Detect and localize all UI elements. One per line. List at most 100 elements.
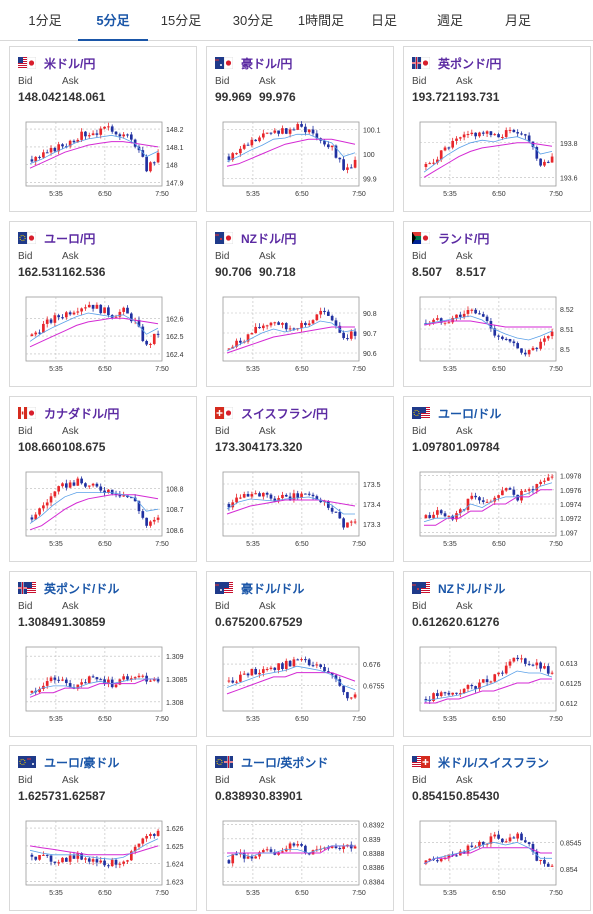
- bid-value: 99.969: [215, 90, 252, 104]
- tab-5[interactable]: 日足: [370, 13, 397, 28]
- candle-body: [231, 502, 235, 508]
- candle-body: [61, 483, 64, 487]
- candle-body: [323, 667, 326, 672]
- candle-body: [497, 672, 500, 675]
- candle-body: [535, 851, 539, 861]
- rate-card[interactable]: ユーロ/英ポンド Bid Ask 0.83893 0.83901 0.8392 0.839 0…: [206, 745, 394, 911]
- pair-name[interactable]: NZドル/円: [241, 231, 297, 246]
- mini-candlestick-chart[interactable]: 8.52 8.51 8.5 5:35 6:50 7:50: [412, 293, 584, 383]
- rate-card[interactable]: ユーロ/豪ドル Bid Ask 1.62573 1.62587 1.626 1.625 1.6…: [9, 745, 197, 911]
- rate-card[interactable]: 米ドル/円 Bid Ask 148.042 148.061 148.2 148.1 148 14…: [9, 46, 197, 212]
- mini-candlestick-chart[interactable]: 0.613 0.6125 0.612 5:35 6:50 7:50: [412, 643, 584, 733]
- tab-7[interactable]: 月足: [504, 13, 531, 28]
- candle-body: [122, 134, 126, 137]
- rate-card[interactable]: 米ドル/スイスフラン Bid Ask 0.85415 0.85430 0.8545 0.85…: [403, 745, 591, 911]
- mini-candlestick-chart[interactable]: 1.309 1.3085 1.308 5:35 6:50 7:50: [18, 643, 190, 733]
- rate-card[interactable]: カナダドル/円 Bid Ask 108.660 108.675 108.8 108.7 108…: [9, 396, 197, 562]
- pair-name[interactable]: ユーロ/円: [44, 231, 96, 246]
- tab-1[interactable]: 5分足: [78, 0, 148, 41]
- tab-6[interactable]: 週足: [436, 13, 463, 28]
- rate-card[interactable]: NZドル/ドル Bid Ask 0.61262 0.61276 0.613 0.6125 0.…: [403, 571, 591, 737]
- pair-header[interactable]: ユーロ/円: [18, 229, 95, 247]
- candle-body: [543, 480, 546, 482]
- pair-name[interactable]: スイスフラン/円: [241, 406, 328, 421]
- mini-candlestick-chart[interactable]: 0.8392 0.839 0.8388 0.8386 0.8384 5:35 6:50 7:5…: [215, 817, 387, 907]
- rate-card[interactable]: ランド/円 Bid Ask 8.507 8.517 8.52 8.51 8.5 5:35 6:50…: [403, 221, 591, 387]
- candle-body: [304, 126, 307, 133]
- candle-body: [53, 491, 57, 497]
- mini-candlestick-chart[interactable]: 1.0978 1.0976 1.0974 1.0972 1.097 5:35 6:50 7:5…: [412, 468, 584, 558]
- y-tick-label: 0.613: [560, 661, 578, 668]
- rate-card[interactable]: 英ポンド/円 Bid Ask 193.721 193.731 193.8 193.6 5:35…: [403, 46, 591, 212]
- pair-header[interactable]: ユーロ/ドル: [412, 404, 501, 422]
- candle-body: [114, 131, 118, 135]
- mini-candlestick-chart[interactable]: 162.6 162.5 162.4 5:35 6:50 7:50: [18, 293, 190, 383]
- mini-candlestick-chart[interactable]: 0.8545 0.854 5:35 6:50 7:50: [412, 817, 584, 907]
- tab-0[interactable]: 1分足: [28, 13, 62, 28]
- pair-name[interactable]: 豪ドル/ドル: [241, 581, 305, 596]
- pair-header[interactable]: カナダドル/円: [18, 404, 119, 422]
- pair-header[interactable]: NZドル/円: [215, 229, 296, 247]
- pair-name[interactable]: 英ポンド/ドル: [44, 581, 120, 596]
- rate-card[interactable]: ユーロ/ドル Bid Ask 1.09780 1.09784 1.0978 1.0976 1.…: [403, 396, 591, 562]
- candle-body: [439, 510, 443, 514]
- mini-candlestick-chart[interactable]: 173.5 173.4 173.3 5:35 6:50 7:50: [215, 468, 387, 558]
- rate-card[interactable]: 英ポンド/ドル Bid Ask 1.30849 1.30859 1.309 1.3085 1.…: [9, 571, 197, 737]
- pair-name[interactable]: ユーロ/英ポンド: [241, 755, 329, 770]
- candle-body: [304, 322, 307, 326]
- pair-header[interactable]: ユーロ/英ポンド: [215, 753, 328, 771]
- candle-body: [458, 137, 462, 139]
- candle-body: [424, 515, 428, 519]
- tab-3[interactable]: 30分足: [232, 13, 274, 28]
- candle-body: [242, 144, 246, 149]
- candle-body: [126, 860, 129, 862]
- moving-average-line: [424, 489, 552, 526]
- pair-name[interactable]: カナダドル/円: [44, 406, 120, 421]
- candle-body: [265, 668, 269, 670]
- currency-flag-icon: [18, 407, 36, 419]
- candle-body: [535, 347, 539, 349]
- pair-header[interactable]: NZドル/ドル: [412, 579, 505, 597]
- candle-body: [520, 833, 523, 841]
- tab-2[interactable]: 15分足: [160, 13, 202, 28]
- ask-label: Ask: [259, 426, 276, 437]
- pair-header[interactable]: 豪ドル/ドル: [215, 579, 304, 597]
- y-tick-label: 8.5: [560, 347, 570, 354]
- candle-body: [64, 679, 68, 684]
- rate-card[interactable]: NZドル/円 Bid Ask 90.706 90.718 90.8 90.7 90.6 5:35…: [206, 221, 394, 387]
- pair-name[interactable]: 米ドル/円: [44, 56, 96, 71]
- pair-name[interactable]: 豪ドル/円: [241, 56, 293, 71]
- pair-header[interactable]: 英ポンド/円: [412, 54, 501, 72]
- currency-flag-icon: [18, 57, 36, 69]
- pair-header[interactable]: 米ドル/スイスフラン: [412, 753, 549, 771]
- candle-body: [141, 511, 145, 518]
- rate-card[interactable]: 豪ドル/ドル Bid Ask 0.67520 0.67529 0.676 0.6755 5:3…: [206, 571, 394, 737]
- pair-header[interactable]: 豪ドル/円: [215, 54, 292, 72]
- mini-candlestick-chart[interactable]: 108.8 108.7 108.6 5:35 6:50 7:50: [18, 468, 190, 558]
- y-tick-label: 0.839: [363, 837, 381, 844]
- rate-card[interactable]: 豪ドル/円 Bid Ask 99.969 99.976 100.1 100 99.9 5:35 6…: [206, 46, 394, 212]
- pair-header[interactable]: 英ポンド/ドル: [18, 579, 119, 597]
- mini-candlestick-chart[interactable]: 193.8 193.6 5:35 6:50 7:50: [412, 118, 584, 208]
- rate-card[interactable]: スイスフラン/円 Bid Ask 173.304 173.320 173.5 173.4 17…: [206, 396, 394, 562]
- pair-name[interactable]: 英ポンド/円: [438, 56, 502, 71]
- candle-body: [296, 493, 300, 498]
- mini-candlestick-chart[interactable]: 90.8 90.7 90.6 5:35 6:50 7:50: [215, 293, 387, 383]
- tab-4[interactable]: 1時間足: [297, 13, 345, 28]
- pair-header[interactable]: ランド/円: [412, 229, 489, 247]
- pair-name[interactable]: 米ドル/スイスフラン: [438, 755, 549, 770]
- pair-name[interactable]: NZドル/ドル: [438, 581, 506, 596]
- pair-header[interactable]: ユーロ/豪ドル: [18, 753, 119, 771]
- mini-candlestick-chart[interactable]: 1.626 1.625 1.624 1.623 5:35 6:50 7:50: [18, 817, 190, 907]
- pair-header[interactable]: 米ドル/円: [18, 54, 95, 72]
- pair-name[interactable]: ユーロ/豪ドル: [44, 755, 120, 770]
- mini-candlestick-chart[interactable]: 148.2 148.1 148 147.9 5:35 6:50 7:50: [18, 118, 190, 208]
- rate-card[interactable]: ユーロ/円 Bid Ask 162.531 162.536 162.6 162.5 162.4…: [9, 221, 197, 387]
- pair-name[interactable]: ユーロ/ドル: [438, 406, 502, 421]
- pair-header[interactable]: スイスフラン/円: [215, 404, 328, 422]
- candle-body: [246, 334, 250, 342]
- mini-candlestick-chart[interactable]: 0.676 0.6755 5:35 6:50 7:50: [215, 643, 387, 733]
- pair-name[interactable]: ランド/円: [438, 231, 490, 246]
- candle-body: [330, 507, 334, 512]
- mini-candlestick-chart[interactable]: 100.1 100 99.9 5:35 6:50 7:50: [215, 118, 387, 208]
